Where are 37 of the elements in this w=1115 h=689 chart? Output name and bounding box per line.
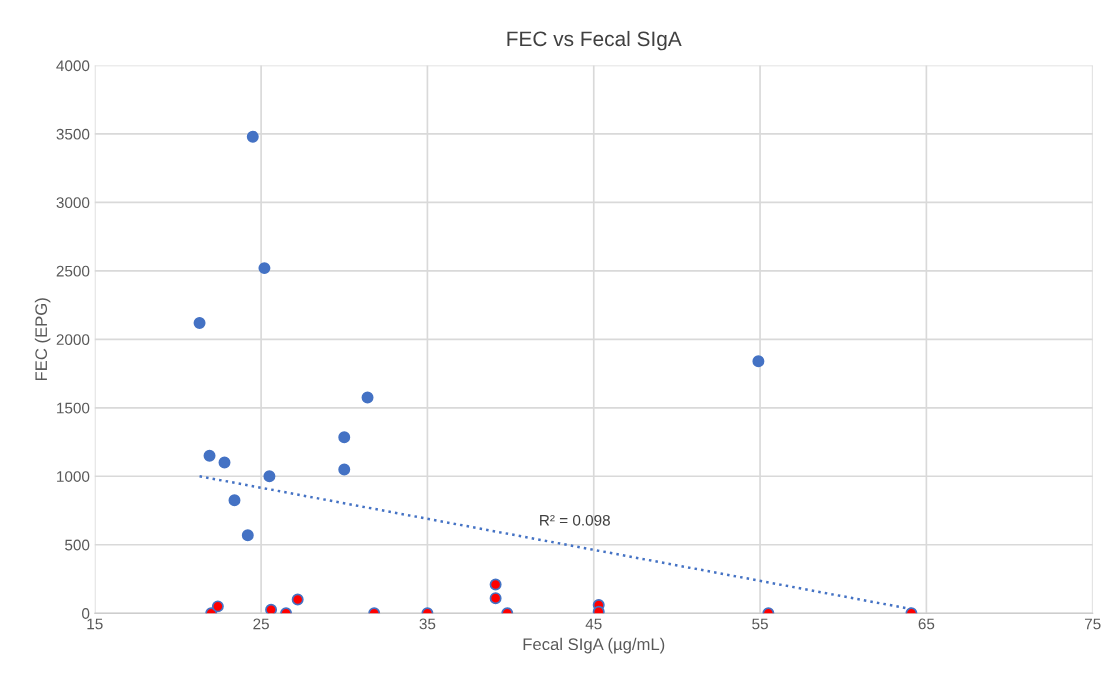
point xyxy=(361,391,374,404)
point xyxy=(203,449,216,462)
point xyxy=(193,316,206,329)
y-tick-label: 1500 xyxy=(57,402,90,414)
y-tick-label: 4000 xyxy=(56,60,90,72)
x-tick-label: 65 xyxy=(918,618,935,630)
point xyxy=(241,529,254,542)
point xyxy=(218,456,231,469)
y-tick-label: 0 xyxy=(82,608,90,619)
y-tick-label: 1000 xyxy=(57,471,90,482)
y-tick-label: 3500 xyxy=(56,128,90,140)
x-axis-title: Fecal SIgA (µg/mL) xyxy=(523,637,665,654)
point xyxy=(265,603,278,614)
y-axis-title: FEC (EPG) xyxy=(34,298,51,381)
point xyxy=(338,463,351,476)
point xyxy=(489,578,502,591)
y-tick-label: 3000 xyxy=(56,197,90,209)
point xyxy=(338,431,351,444)
point xyxy=(228,494,241,507)
x-tick-label: 75 xyxy=(1084,618,1101,630)
x-tick-label: 15 xyxy=(87,618,103,630)
point xyxy=(258,262,271,275)
x-tick-label: 55 xyxy=(752,618,768,630)
y-tick-label: 2000 xyxy=(56,334,90,346)
point xyxy=(263,470,276,483)
y-tick-label: 2500 xyxy=(56,265,90,277)
chart-title: FEC vs Fecal SIgA xyxy=(507,30,682,51)
y-tick-label: 500 xyxy=(65,539,90,551)
point xyxy=(246,130,259,143)
x-tick-label: 35 xyxy=(419,618,436,630)
point xyxy=(211,600,224,613)
x-tick-label: 25 xyxy=(253,618,269,630)
point xyxy=(752,355,765,368)
point xyxy=(291,593,304,606)
annotation: R² = 0.098 xyxy=(540,514,610,526)
point xyxy=(489,592,502,605)
x-tick-label: 45 xyxy=(585,618,602,630)
